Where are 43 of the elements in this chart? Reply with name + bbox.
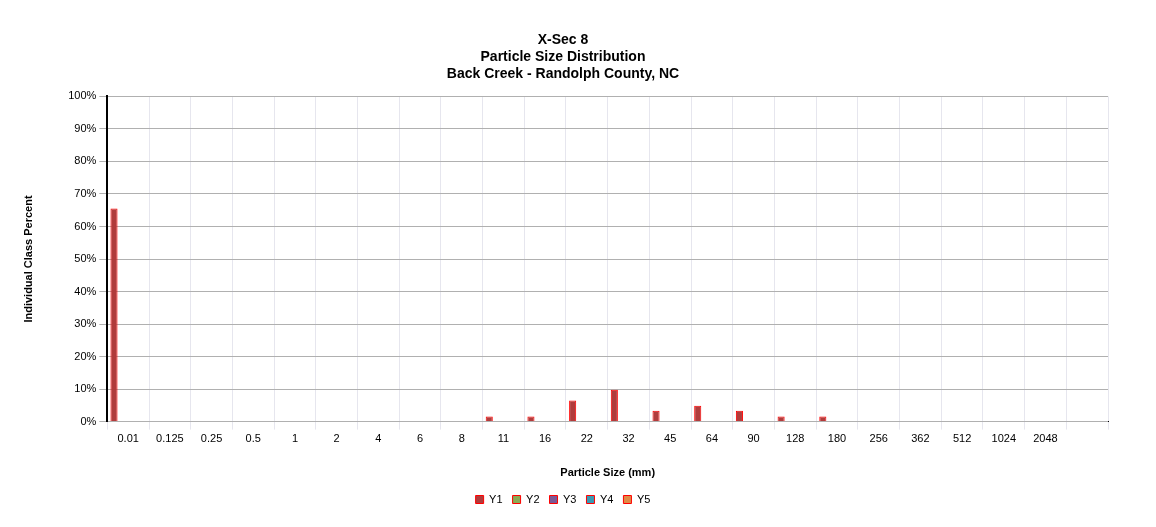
legend-label: Y3 bbox=[563, 492, 577, 505]
y-tick-label: 80% bbox=[74, 154, 97, 167]
x-tick-label: 2 bbox=[333, 432, 340, 445]
x-tick-label: 64 bbox=[705, 432, 719, 445]
chart-subtitle: Particle Size Distribution Back Creek - Randolph County, NC bbox=[446, 48, 680, 81]
y-tick-label: 30% bbox=[74, 317, 97, 330]
x-tick-label: 0.25 bbox=[200, 432, 223, 445]
y-tick-label: 90% bbox=[74, 121, 97, 134]
y-tick-label: 20% bbox=[74, 349, 97, 362]
x-tick-label: 22 bbox=[580, 432, 593, 445]
x-tick-label: 0.125 bbox=[156, 432, 184, 445]
legend-label: Y1 bbox=[489, 492, 503, 505]
x-tick-label: 90 bbox=[747, 432, 760, 445]
y-tick-label: 40% bbox=[74, 284, 97, 297]
y-tick-label: 100% bbox=[68, 89, 97, 102]
x-tick-label: 6 bbox=[416, 432, 424, 445]
x-axis-title: Particle Size (mm) bbox=[560, 466, 656, 479]
x-tick-label: 4 bbox=[375, 432, 382, 445]
x-tick-label: 0.5 bbox=[245, 432, 261, 445]
y-tick-label: 70% bbox=[74, 186, 97, 199]
x-tick-label: 11 bbox=[497, 432, 510, 445]
legend-label: Y2 bbox=[526, 492, 540, 505]
x-tick-label: 362 bbox=[911, 432, 930, 445]
legend-label: Y5 bbox=[636, 492, 651, 505]
x-tick-label: 32 bbox=[622, 432, 635, 445]
y-axis-title: Individual Class Percent bbox=[21, 195, 34, 323]
x-tick-label: 16 bbox=[539, 432, 552, 445]
y-tick-label: 10% bbox=[74, 382, 97, 395]
x-tick-label: 45 bbox=[664, 432, 677, 445]
x-tick-label: 0.01 bbox=[117, 432, 139, 445]
x-tick-label: 1 bbox=[291, 432, 299, 445]
x-tick-label: 512 bbox=[952, 432, 972, 445]
x-tick-label: 256 bbox=[869, 432, 888, 445]
x-tick-label: 8 bbox=[458, 432, 465, 445]
x-tick-label: 180 bbox=[827, 432, 847, 445]
chart-title: X-Sec 8 bbox=[537, 31, 589, 48]
y-tick-label: 0% bbox=[80, 414, 97, 427]
y-tick-label: 60% bbox=[74, 219, 97, 232]
x-tick-label: 128 bbox=[786, 432, 805, 445]
y-tick-label: 50% bbox=[74, 252, 97, 265]
x-tick-label: 2048 bbox=[1033, 432, 1058, 445]
legend-label: Y4 bbox=[599, 492, 614, 505]
x-tick-label: 1024 bbox=[991, 432, 1017, 445]
